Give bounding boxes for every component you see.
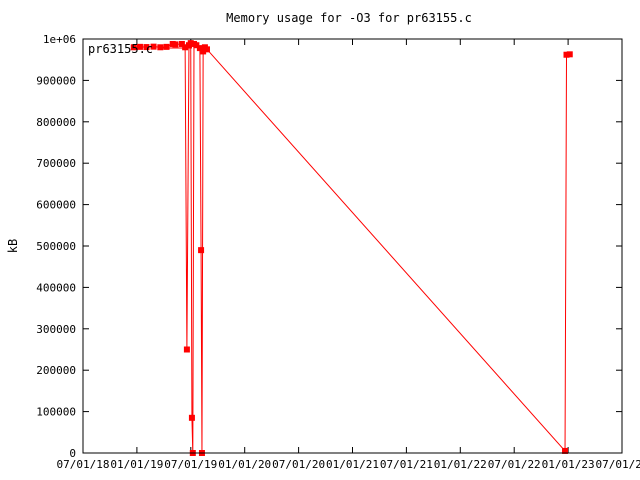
y-axis-ticks: 0 100000 200000 300000 400000 500000 600000 700… [36, 33, 622, 460]
y-tick-label: 100000 [36, 406, 76, 419]
data-point [163, 43, 170, 50]
y-tick-label: 1e+06 [43, 33, 76, 46]
x-tick-label: 07/01/19 [164, 458, 217, 471]
data-point [193, 42, 200, 49]
y-tick-label: 200000 [36, 364, 76, 377]
data-point [562, 447, 569, 454]
y-tick-label: 400000 [36, 281, 76, 294]
data-point [198, 247, 205, 254]
x-tick-label: 01/01/23 [542, 458, 595, 471]
data-point [203, 46, 210, 53]
data-point [187, 40, 194, 47]
x-tick-label: 07/01/23 [596, 458, 640, 471]
data-point [566, 51, 573, 58]
x-tick-label: 01/01/21 [326, 458, 379, 471]
data-point [136, 43, 143, 50]
legend: pr63155.c [88, 42, 192, 56]
data-point [178, 40, 185, 47]
y-tick-label: 600000 [36, 199, 76, 212]
x-tick-label: 01/01/19 [110, 458, 163, 471]
data-point [143, 44, 150, 51]
y-tick-label: 500000 [36, 240, 76, 253]
y-tick-label: 300000 [36, 323, 76, 336]
data-point [172, 41, 179, 48]
data-point [130, 44, 137, 51]
x-tick-label: 01/01/22 [434, 458, 487, 471]
x-axis-ticks: 07/01/18 01/01/19 07/01/19 01/01/20 07/01/20… [57, 39, 640, 471]
data-point [200, 48, 207, 55]
y-axis-label: kB [6, 239, 20, 253]
chart-title: Memory usage for -O3 for pr63155.c [226, 11, 472, 25]
x-tick-label: 07/01/20 [272, 458, 325, 471]
y-tick-label: 800000 [36, 116, 76, 129]
data-point [196, 45, 203, 52]
data-point [150, 43, 157, 50]
legend-label: pr63155.c [88, 42, 153, 56]
data-point [157, 44, 164, 51]
y-tick-label: 900000 [36, 74, 76, 87]
data-point [182, 44, 189, 51]
y-tick-label: 700000 [36, 157, 76, 170]
plot-frame [82, 38, 623, 454]
series-layer [130, 40, 573, 456]
x-tick-label: 07/01/18 [57, 458, 110, 471]
x-tick-label: 07/01/21 [380, 458, 433, 471]
y-tick-label: 0 [69, 447, 76, 460]
data-point [183, 346, 190, 353]
x-tick-label: 01/01/20 [218, 458, 271, 471]
data-point [563, 51, 570, 58]
data-point [188, 414, 195, 421]
x-tick-label: 07/01/22 [488, 458, 541, 471]
